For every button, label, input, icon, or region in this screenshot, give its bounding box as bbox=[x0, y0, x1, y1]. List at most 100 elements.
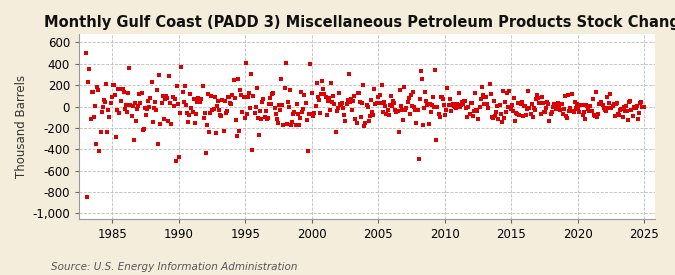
Point bbox=[554, 105, 565, 109]
Point bbox=[492, 103, 503, 108]
Point bbox=[148, 106, 159, 110]
Point bbox=[608, 101, 619, 106]
Point bbox=[458, 99, 469, 103]
Point bbox=[113, 87, 124, 91]
Point bbox=[256, 116, 267, 121]
Point bbox=[112, 108, 123, 112]
Point bbox=[208, 107, 219, 111]
Point bbox=[453, 91, 464, 95]
Point bbox=[551, 106, 562, 111]
Point bbox=[587, 97, 598, 101]
Point bbox=[539, 110, 550, 114]
Point bbox=[187, 109, 198, 114]
Point bbox=[526, 101, 537, 106]
Point bbox=[627, 114, 638, 118]
Point bbox=[316, 92, 327, 96]
Point bbox=[477, 93, 488, 97]
Point bbox=[102, 130, 113, 134]
Point bbox=[433, 112, 444, 116]
Point bbox=[603, 106, 614, 111]
Point bbox=[266, 102, 277, 106]
Point bbox=[425, 101, 435, 106]
Point bbox=[287, 120, 298, 124]
Point bbox=[618, 104, 629, 109]
Point bbox=[268, 91, 279, 96]
Point bbox=[628, 104, 639, 109]
Point bbox=[92, 85, 103, 89]
Point bbox=[502, 91, 513, 95]
Point bbox=[151, 108, 161, 112]
Point bbox=[163, 119, 173, 123]
Point bbox=[346, 97, 356, 101]
Point bbox=[273, 121, 284, 125]
Point bbox=[304, 62, 315, 66]
Point bbox=[340, 119, 351, 123]
Point bbox=[165, 101, 176, 105]
Point bbox=[389, 101, 400, 105]
Point bbox=[508, 109, 518, 113]
Point bbox=[440, 112, 451, 117]
Point bbox=[184, 113, 194, 117]
Point bbox=[168, 104, 179, 108]
Point bbox=[211, 104, 222, 108]
Point bbox=[446, 103, 457, 107]
Point bbox=[140, 113, 151, 117]
Point bbox=[578, 109, 589, 114]
Point bbox=[435, 94, 446, 99]
Point bbox=[616, 107, 627, 111]
Point bbox=[190, 120, 200, 125]
Point bbox=[515, 101, 526, 106]
Point bbox=[161, 96, 172, 101]
Point bbox=[107, 82, 118, 87]
Point bbox=[153, 142, 163, 146]
Point bbox=[370, 102, 381, 106]
Point bbox=[167, 95, 178, 99]
Point bbox=[341, 101, 352, 106]
Point bbox=[489, 99, 500, 103]
Point bbox=[428, 94, 439, 99]
Point bbox=[338, 106, 349, 111]
Point bbox=[354, 100, 365, 104]
Point bbox=[342, 98, 353, 102]
Point bbox=[491, 110, 502, 114]
Point bbox=[226, 102, 237, 107]
Point bbox=[347, 108, 358, 112]
Point bbox=[535, 112, 546, 116]
Point bbox=[211, 131, 221, 135]
Point bbox=[589, 113, 599, 117]
Point bbox=[221, 109, 232, 113]
Point bbox=[205, 111, 216, 115]
Point bbox=[223, 95, 234, 99]
Point bbox=[131, 119, 142, 123]
Point bbox=[290, 123, 301, 127]
Point bbox=[97, 104, 108, 109]
Point bbox=[626, 108, 637, 112]
Point bbox=[533, 96, 544, 100]
Point bbox=[577, 113, 588, 117]
Point bbox=[142, 107, 153, 111]
Point bbox=[182, 110, 192, 115]
Point bbox=[562, 116, 572, 120]
Point bbox=[264, 101, 275, 106]
Point bbox=[85, 117, 96, 121]
Point bbox=[279, 86, 290, 90]
Point bbox=[418, 122, 429, 127]
Point bbox=[461, 106, 472, 111]
Point bbox=[495, 112, 506, 117]
Point bbox=[615, 108, 626, 112]
Point bbox=[269, 105, 280, 110]
Point bbox=[439, 103, 450, 108]
Point bbox=[152, 88, 163, 93]
Point bbox=[497, 89, 508, 93]
Point bbox=[397, 108, 408, 112]
Point bbox=[368, 113, 379, 118]
Point bbox=[352, 91, 363, 95]
Point bbox=[598, 106, 609, 110]
Point bbox=[329, 102, 340, 106]
Point bbox=[242, 112, 252, 116]
Point bbox=[524, 106, 535, 111]
Point bbox=[90, 104, 101, 109]
Point bbox=[560, 94, 570, 98]
Point bbox=[635, 101, 646, 106]
Point bbox=[161, 94, 171, 98]
